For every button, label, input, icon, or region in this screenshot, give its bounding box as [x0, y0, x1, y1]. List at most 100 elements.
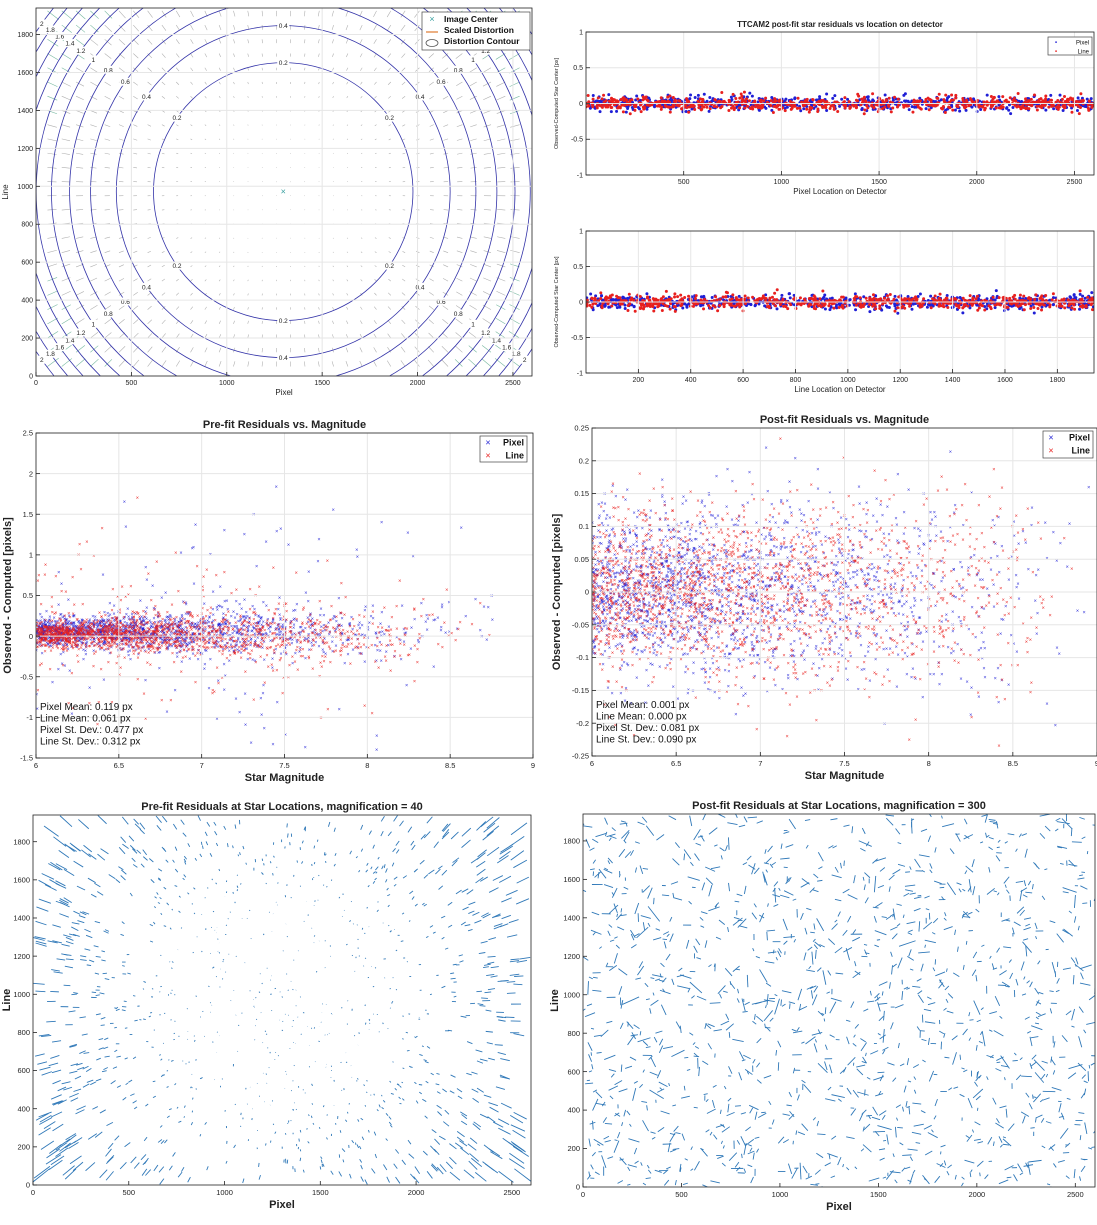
pixel-point: [947, 95, 950, 98]
distortion-vector: [219, 307, 220, 310]
distortion-vector: [443, 96, 448, 99]
line-point: [897, 98, 900, 101]
line-point: [604, 297, 607, 300]
line-point: [692, 305, 695, 308]
distortion-vector: [176, 139, 178, 140]
distortion-vector: [429, 292, 433, 295]
distortion-vector: [387, 11, 391, 17]
distortion-vector: [105, 305, 111, 309]
distortion-vector: [388, 39, 391, 44]
distortion-vector: [176, 39, 179, 44]
line-point: [639, 295, 642, 298]
distortion-vector: [162, 82, 165, 85]
pixel-point: ×: [209, 657, 212, 663]
distortion-vector: [318, 321, 319, 324]
line-point: [922, 297, 925, 300]
distortion-vector: [374, 82, 376, 85]
distortion-vector: [233, 25, 234, 30]
line-point: [998, 296, 1001, 299]
line-point: [809, 106, 812, 109]
distortion-vector: [443, 278, 448, 281]
line-point: [940, 107, 943, 110]
distortion-vector: [375, 125, 377, 126]
pixel-point: [603, 305, 606, 308]
pixel-point: [708, 96, 711, 99]
line-point: [591, 297, 594, 300]
distortion-vector: [119, 153, 124, 154]
line-point: [720, 105, 723, 108]
pixel-point: ×: [331, 639, 334, 645]
distortion-vector: [219, 348, 221, 353]
contour-label: 1.2: [76, 330, 85, 337]
line-point: [1090, 303, 1093, 306]
line-point: [630, 98, 633, 101]
pixel-point: [1018, 297, 1021, 300]
distortion-vector: [148, 139, 151, 140]
distortion-vector: [90, 278, 97, 281]
distortion-vector: [191, 139, 193, 140]
line-point: [700, 108, 703, 111]
line-point: [674, 305, 677, 308]
line-point: [868, 303, 871, 306]
line-point: [768, 297, 771, 300]
contour-label: 1.4: [492, 338, 501, 345]
distortion-vector: [360, 307, 362, 310]
distortion-vector: [360, 348, 362, 353]
distortion-vector: [304, 361, 305, 366]
distortion-vector: [456, 333, 463, 339]
distortion-vector: [374, 320, 376, 324]
distortion-vector: [443, 125, 448, 127]
pixel-point: [776, 307, 779, 310]
contour-label: 0.8: [454, 311, 463, 318]
pixel-point: ×: [194, 523, 197, 529]
pixel-point: [1044, 109, 1047, 112]
distortion-vector: [205, 238, 206, 239]
line-point: [600, 304, 603, 307]
line-point: [1070, 111, 1073, 114]
pixel-point: [708, 110, 711, 113]
line-point: [672, 96, 675, 99]
distortion-vector: [347, 139, 348, 140]
line-point: [714, 306, 717, 309]
distortion-vector: [219, 361, 221, 366]
distortion-vector: [205, 125, 206, 126]
pixel-point: [823, 293, 826, 296]
chart-title: TTCAM2 post-fit star residuals vs locati…: [737, 20, 943, 29]
x-tick-label: 2500: [1067, 179, 1083, 186]
line-point: [753, 100, 756, 103]
distortion-vector: [119, 11, 126, 18]
pixel-point: ×: [249, 741, 252, 747]
pixel-point: ×: [337, 596, 340, 602]
line-point: [862, 305, 865, 308]
line-point: [695, 294, 698, 297]
line-point: [1036, 108, 1039, 111]
distortion-vector: [47, 264, 56, 267]
distortion-vector: [76, 359, 85, 367]
line-point: [687, 295, 690, 298]
line-point: [822, 303, 825, 306]
distortion-vector: [233, 252, 234, 253]
distortion-vector: [262, 39, 263, 43]
line-point: [866, 106, 869, 109]
pixel-point: ×: [317, 537, 320, 543]
y-tick-label: 0.5: [573, 264, 583, 271]
distortion-vector: [205, 348, 207, 353]
distortion-vector: [361, 266, 362, 267]
pixel-point: [986, 94, 989, 97]
distortion-vector: [469, 332, 477, 338]
x-tick-label: 600: [737, 377, 749, 384]
pixel-point: [622, 296, 625, 299]
pixel-point: ×: [406, 530, 409, 536]
distortion-vector: [347, 280, 348, 282]
pixel-point: [600, 294, 603, 297]
line-point: [893, 96, 896, 99]
distortion-vector: [248, 361, 249, 366]
distortion-vector: [191, 153, 193, 154]
pixel-point: [793, 97, 796, 100]
distortion-vector: [402, 96, 405, 98]
distortion-vector: [346, 334, 348, 338]
line-point: [697, 100, 700, 103]
distortion-vector: [456, 54, 463, 59]
distortion-vector: [304, 334, 305, 338]
line-point: [1082, 103, 1085, 106]
